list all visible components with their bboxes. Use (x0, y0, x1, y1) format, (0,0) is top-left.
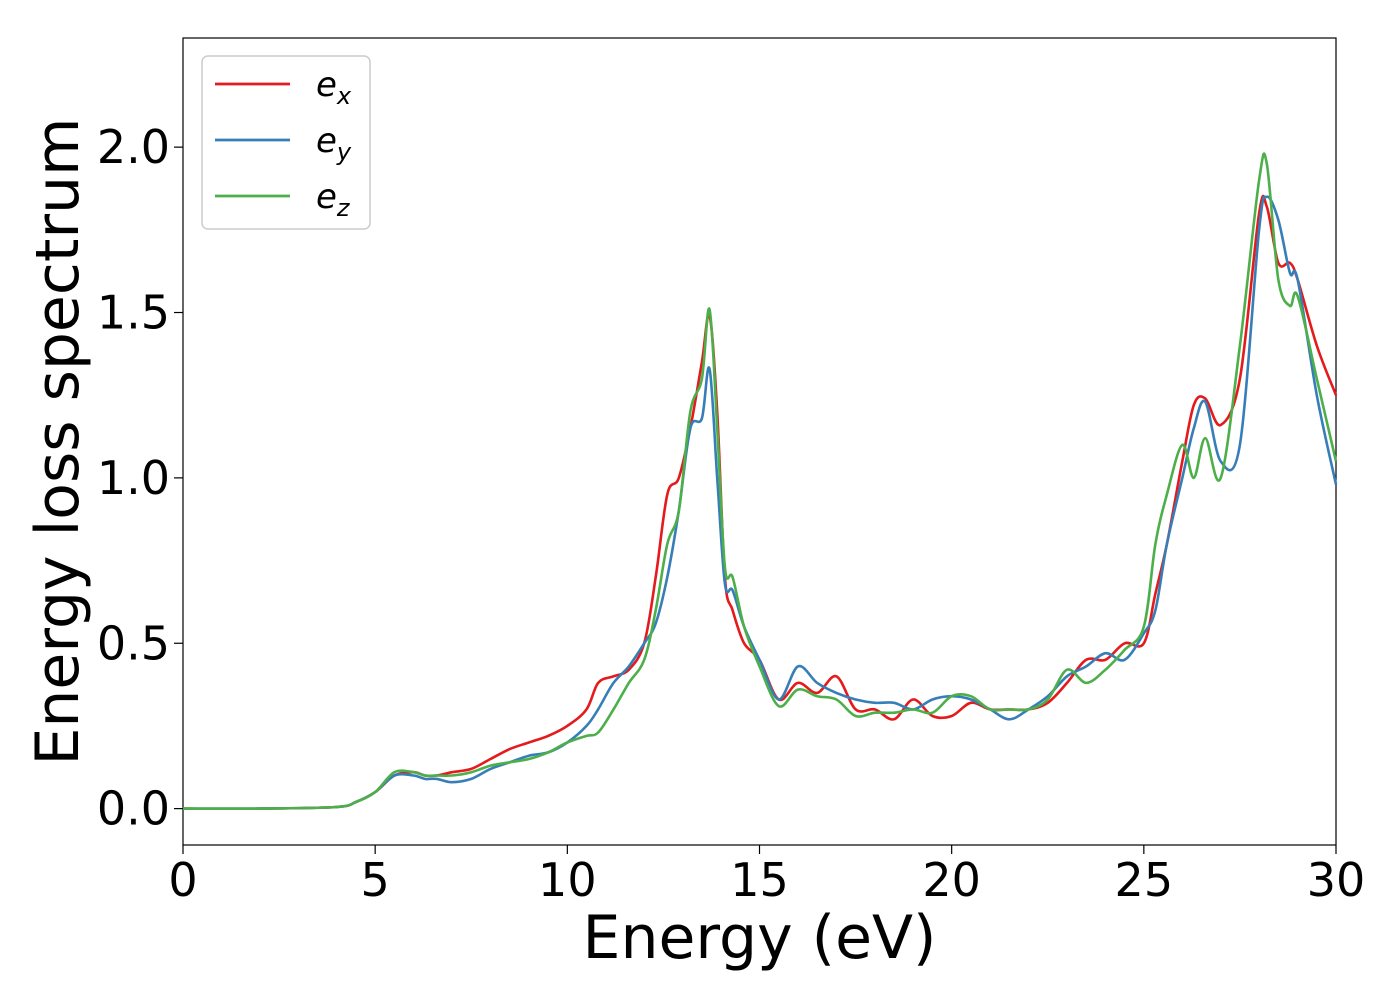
x-tick-label: 0 (168, 853, 197, 907)
y-axis-ticks: 0.0 0.5 1.0 1.5 2.0 (97, 120, 183, 836)
x-tick-label: 5 (361, 853, 390, 907)
x-tick-label: 30 (1307, 853, 1366, 907)
x-tick-label: 15 (730, 853, 789, 907)
y-tick-label: 1.5 (97, 286, 170, 340)
y-tick-label: 1.0 (97, 451, 170, 505)
y-tick-label: 0.5 (97, 616, 170, 670)
series-line-ex (182, 194, 1338, 811)
x-tick-label: 25 (1115, 853, 1174, 907)
y-tick-label: 2.0 (97, 120, 170, 174)
y-axis-title: Energy loss spectrum (23, 117, 93, 765)
legend-box (201, 55, 371, 230)
x-tick-label: 10 (538, 853, 597, 907)
x-axis-title: Energy (eV) (583, 903, 937, 973)
series-line-ez (182, 152, 1338, 811)
series-line-ey (182, 195, 1338, 811)
x-axis-ticks: 0 5 10 15 20 25 30 (168, 845, 1365, 907)
y-tick-label: 0.0 (97, 782, 170, 836)
plot-frame (182, 37, 1337, 846)
series-layer (182, 152, 1338, 811)
x-tick-label: 20 (922, 853, 981, 907)
